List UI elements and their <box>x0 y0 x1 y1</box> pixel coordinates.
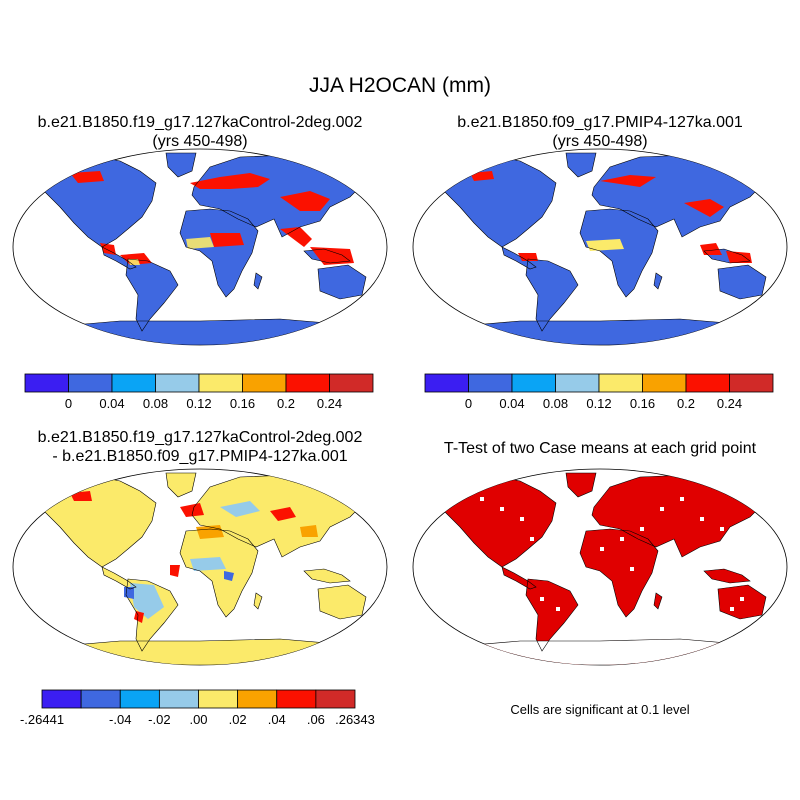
colorbar-swatch <box>198 689 239 709</box>
panel-title-difference-line1: b.e21.B1850.f19_g17.127kaControl-2deg.00… <box>37 429 363 446</box>
colorbar-label: 0.08 <box>143 396 168 411</box>
colorbar-label: .02 <box>229 712 247 727</box>
colorbar-label: .00 <box>189 712 207 727</box>
colorbar-swatch <box>315 689 356 709</box>
significance-note: Cells are significant at 0.1 level <box>510 702 690 717</box>
colorbar-swatch <box>80 689 121 709</box>
figure-title: JJA H2OCAN (mm) <box>308 74 491 97</box>
colorbar-label: -.04 <box>109 712 131 727</box>
colorbar-swatch <box>119 689 160 709</box>
colorbar-label: 0.04 <box>499 396 524 411</box>
colorbar-label: 0.12 <box>186 396 211 411</box>
colorbar-label: 0.2 <box>277 396 295 411</box>
colorbar-swatch <box>424 373 469 393</box>
colorbar-swatch <box>329 373 374 393</box>
panel-title-pmip4-line1: b.e21.B1850.f09_g17.PMIP4-127ka.001 <box>457 114 743 131</box>
panel-title-pmip4: b.e21.B1850.f09_g17.PMIP4-127ka.001 (yrs… <box>400 113 800 151</box>
panel-title-pmip4-line2: (yrs 450-498) <box>552 133 648 150</box>
panel-title-control: b.e21.B1850.f19_g17.127kaControl-2deg.00… <box>0 113 400 151</box>
colorbar-swatch <box>598 373 643 393</box>
colorbar-swatch <box>276 689 317 709</box>
colorbar-swatch <box>242 373 287 393</box>
map-panel-difference <box>12 468 388 666</box>
colorbar-swatch <box>729 373 774 393</box>
colorbar-label: 0.24 <box>717 396 742 411</box>
map-panel-ttest <box>412 468 788 666</box>
colorbar-swatch <box>198 373 243 393</box>
colorbar-label: 0.12 <box>586 396 611 411</box>
colorbar-swatch <box>285 373 330 393</box>
panel-title-difference-line2: - b.e21.B1850.f09_g17.PMIP4-127ka.001 <box>52 448 348 465</box>
panel-title-difference: b.e21.B1850.f19_g17.127kaControl-2deg.00… <box>0 428 400 466</box>
colorbar-swatch <box>642 373 687 393</box>
colorbar-label: 0.08 <box>543 396 568 411</box>
non-significant-cells <box>480 497 744 611</box>
colorbar-label: 0 <box>65 396 72 411</box>
colorbar-swatch <box>468 373 513 393</box>
colorbar-label: -.02 <box>148 712 170 727</box>
map-panel-control <box>12 148 388 346</box>
panel-title-ttest: T-Test of two Case means at each grid po… <box>400 439 800 458</box>
colorbar-label: 0.24 <box>317 396 342 411</box>
colorbar-label: .26343 <box>335 712 375 727</box>
colorbar-label: 0 <box>465 396 472 411</box>
colorbar-difference: -.26441 -.04 -.02 .00 .02 .04 .06 .26343 <box>20 689 375 727</box>
colorbar-swatch <box>555 373 600 393</box>
colorbar-swatch <box>68 373 113 393</box>
colorbar-control: 0 0.04 0.08 0.12 0.16 0.2 0.24 <box>24 373 374 411</box>
colorbar-label: 0.2 <box>677 396 695 411</box>
colorbar-label: 0.16 <box>630 396 655 411</box>
high-value-regions <box>70 171 354 265</box>
colorbar-swatch <box>685 373 730 393</box>
map-panel-pmip4 <box>412 148 788 346</box>
colorbar-label: 0.16 <box>230 396 255 411</box>
colorbar-swatch <box>511 373 556 393</box>
colorbar-pmip4: 0 0.04 0.08 0.12 0.16 0.2 0.24 <box>424 373 774 411</box>
colorbar-label: -.26441 <box>20 712 64 727</box>
panel-title-control-line2: (yrs 450-498) <box>152 133 248 150</box>
colorbar-label: .04 <box>268 712 286 727</box>
colorbar-swatch <box>155 373 200 393</box>
colorbar-swatch <box>111 373 156 393</box>
colorbar-label: 0.04 <box>99 396 124 411</box>
colorbar-swatch <box>41 689 82 709</box>
colorbar-swatch <box>158 689 199 709</box>
colorbar-label: .06 <box>307 712 325 727</box>
panel-title-ttest-line1: T-Test of two Case means at each grid po… <box>443 440 757 457</box>
panel-title-control-line1: b.e21.B1850.f19_g17.127kaControl-2deg.00… <box>37 114 363 131</box>
colorbar-swatch <box>237 689 278 709</box>
colorbar-swatch <box>24 373 69 393</box>
